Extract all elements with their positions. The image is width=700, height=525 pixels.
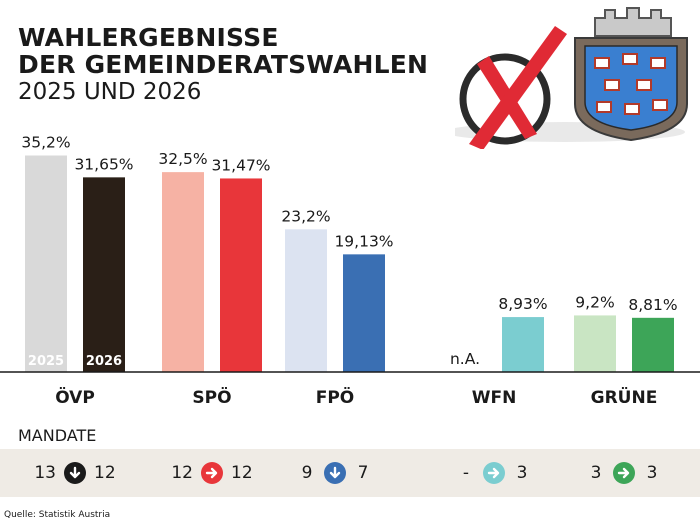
bar-gruene-2026 — [632, 317, 674, 372]
mandate-from-value: - — [462, 463, 470, 483]
value-label-spoe-2026: 31,47% — [211, 156, 270, 174]
mandate-to-value: 3 — [646, 463, 658, 483]
bar-oevp-2025 — [25, 155, 67, 372]
value-label-fpoe-2025: 23,2% — [281, 207, 330, 225]
mandate-cell-wfn: -3 — [429, 449, 559, 497]
mandate-from-value: 9 — [301, 463, 313, 483]
chart-title-line2: DER GEMEINDERATSWAHLEN — [18, 50, 429, 79]
value-label-spoe-2025: 32,5% — [158, 150, 207, 168]
bar-oevp-2026 — [83, 177, 125, 372]
mandate-band: 13 12 12 12 9 7-3 3 3 — [0, 449, 700, 497]
mandate-from-value: 12 — [171, 463, 193, 483]
bar-gruene-2025 — [574, 315, 616, 372]
cross-stroke-b-icon — [469, 26, 567, 150]
value-label-gruene-2025: 9,2% — [575, 293, 614, 311]
source-note: Quelle: Statistik Austria — [4, 510, 111, 520]
bar-fpoe-2025 — [285, 229, 327, 372]
mandate-to-value: 12 — [231, 463, 253, 483]
value-label-oevp-2026: 31,65% — [74, 155, 133, 173]
value-label-wfn-2026: 8,93% — [498, 295, 547, 313]
chart-title-line1: WAHLERGEBNISSE — [18, 23, 279, 52]
arrow-right-icon — [613, 462, 635, 484]
arrow-down-icon — [324, 462, 346, 484]
chart-subtitle: 2025 UND 2026 — [18, 79, 202, 105]
bar-spoe-2026 — [220, 178, 262, 372]
bar-fpoe-2026 — [343, 254, 385, 372]
ballot-and-coat-of-arms-illustration — [445, 4, 695, 153]
series-label-2026: 2026 — [86, 354, 122, 369]
value-label-fpoe-2026: 19,13% — [334, 232, 393, 250]
arrow-right-icon — [483, 462, 505, 484]
value-label-gruene-2026: 8,81% — [628, 296, 677, 314]
bar-chart: ÖVP 35,2% 2025 31,65% 2026 SPÖ 32,5% 31,47% FPÖ 2… — [0, 134, 700, 408]
title-block: WAHLERGEBNISSE DER GEMEINDERATSWAHLEN 20… — [18, 24, 428, 106]
category-label-wfn: WFN — [472, 388, 517, 408]
mandate-cell-oevp: 13 12 — [10, 449, 140, 497]
mandate-from-value: 13 — [34, 463, 56, 483]
coat-of-arms-icon — [574, 7, 688, 142]
category-label-oevp: ÖVP — [55, 386, 95, 408]
mandate-cell-spoe: 12 12 — [147, 449, 277, 497]
category-label-fpoe: FPÖ — [316, 386, 355, 408]
bar-wfn-2026 — [502, 317, 544, 372]
mandate-to-value: 7 — [357, 463, 369, 483]
category-label-gruene: GRÜNE — [591, 386, 658, 408]
mandate-title: MANDATE — [18, 426, 97, 445]
illustration-svg — [445, 7, 688, 150]
mandate-to-value: 12 — [94, 463, 116, 483]
bar-spoe-2025 — [162, 172, 204, 372]
category-label-spoe: SPÖ — [192, 386, 231, 408]
mandate-to-value: 3 — [516, 463, 528, 483]
arrow-down-icon — [64, 462, 86, 484]
bar-group — [25, 155, 674, 372]
mandate-from-value: 3 — [590, 463, 602, 483]
label-group: ÖVP 35,2% 2025 31,65% 2026 SPÖ 32,5% 31,47% FPÖ 2… — [21, 134, 677, 408]
value-label-wfn-2025: n.A. — [450, 350, 480, 368]
series-label-2025: 2025 — [28, 354, 64, 369]
arrow-right-icon — [201, 462, 223, 484]
value-label-oevp-2025: 35,2% — [21, 134, 70, 152]
